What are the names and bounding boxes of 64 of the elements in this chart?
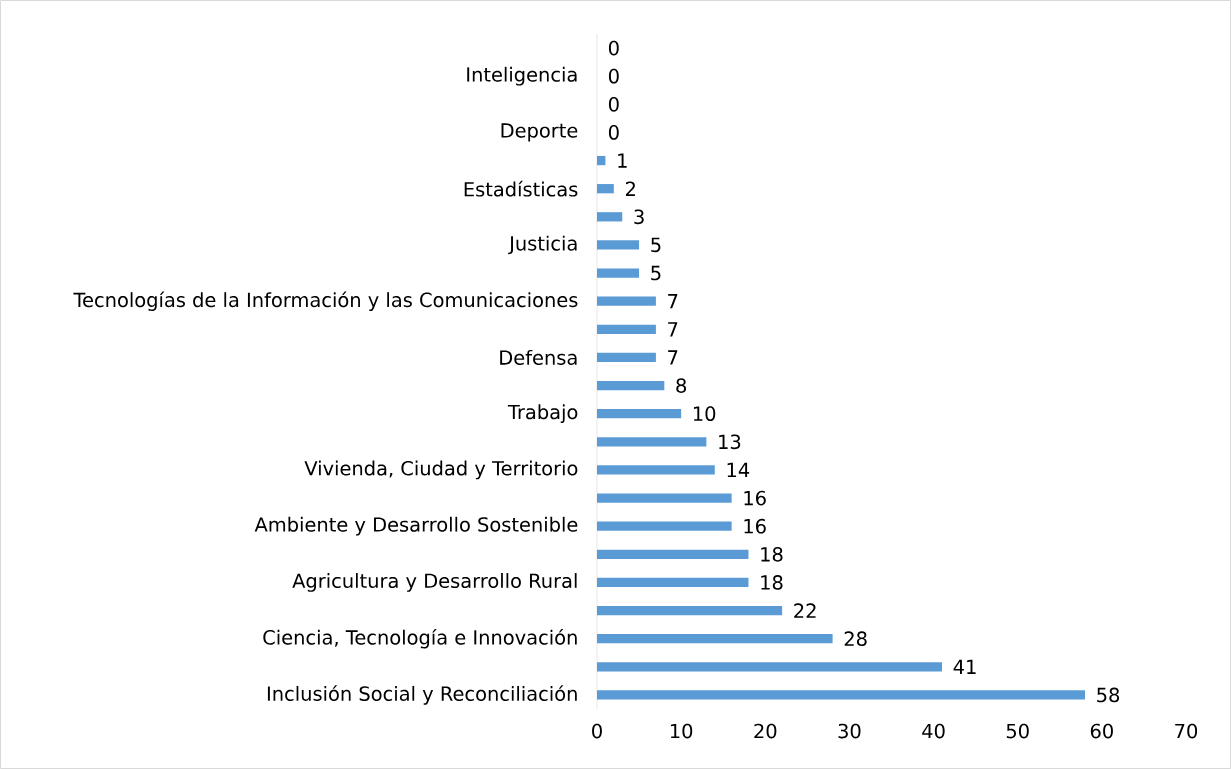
bar bbox=[597, 155, 606, 166]
bar bbox=[597, 212, 623, 222]
data-label: 28 bbox=[844, 631, 867, 647]
data-label: 14 bbox=[727, 462, 750, 478]
bar bbox=[597, 437, 707, 447]
y-tick-label: Estadísticas bbox=[464, 180, 578, 197]
bar bbox=[597, 549, 749, 559]
data-label: 1 bbox=[618, 153, 627, 168]
bar bbox=[597, 690, 1086, 700]
x-tick-label: 70 bbox=[1175, 723, 1198, 739]
data-label: 0 bbox=[608, 125, 619, 140]
bar bbox=[597, 662, 942, 672]
y-tick-label: Justicia bbox=[508, 235, 577, 255]
bar bbox=[597, 380, 665, 391]
data-label: 7 bbox=[668, 322, 678, 337]
y-tick-label: Defensa bbox=[500, 349, 577, 365]
bar bbox=[597, 324, 656, 334]
data-label: 18 bbox=[761, 546, 783, 562]
data-label: 22 bbox=[794, 603, 816, 618]
y-tick-label: Trabajo bbox=[507, 404, 578, 424]
x-tick-label: 10 bbox=[670, 723, 693, 739]
bar bbox=[597, 521, 732, 531]
bar bbox=[597, 577, 749, 588]
y-tick-label: Agricultura y Desarrollo Rural bbox=[292, 573, 577, 592]
data-label: 13 bbox=[719, 434, 741, 450]
data-label: 18 bbox=[761, 575, 783, 590]
data-label: 2 bbox=[625, 181, 635, 196]
y-tick-label: Tecnologías de la Información y las Comunicaciones bbox=[73, 291, 578, 311]
data-label: 7 bbox=[668, 294, 678, 309]
bar bbox=[597, 296, 656, 306]
x-tick-label: 0 bbox=[592, 723, 602, 739]
y-tick-label: Inteligencia bbox=[467, 66, 577, 86]
bar bbox=[597, 605, 783, 616]
bar bbox=[597, 409, 682, 419]
bar bbox=[597, 240, 640, 250]
data-label: 5 bbox=[651, 265, 661, 281]
x-tick-label: 50 bbox=[1006, 723, 1029, 739]
y-tick-label: Inclusión Social y Reconciliación bbox=[267, 685, 577, 705]
data-label: 16 bbox=[744, 518, 766, 534]
data-label: 0 bbox=[608, 96, 619, 112]
x-tick-label: 30 bbox=[838, 723, 861, 739]
data-label: 8 bbox=[676, 378, 687, 393]
x-tick-label: 40 bbox=[922, 723, 945, 739]
data-label: 3 bbox=[634, 209, 644, 225]
data-label: 58 bbox=[1097, 687, 1120, 703]
bar bbox=[597, 184, 614, 194]
bar bbox=[597, 465, 715, 475]
x-tick-label: 60 bbox=[1090, 723, 1113, 739]
data-label: 5 bbox=[651, 237, 661, 253]
data-label: 7 bbox=[668, 350, 678, 365]
y-tick-label: Deporte bbox=[501, 123, 578, 142]
x-tick-label: 20 bbox=[754, 723, 777, 739]
y-tick-label: Vivienda, Ciudad y Territorio bbox=[304, 460, 578, 480]
bar bbox=[597, 268, 640, 278]
data-label: 10 bbox=[693, 406, 716, 422]
bar bbox=[597, 493, 732, 503]
bar bbox=[597, 634, 833, 644]
bar bbox=[597, 352, 656, 363]
y-tick-label: Ciencia, Tecnología e Innovación bbox=[263, 628, 577, 649]
data-label: 41 bbox=[953, 659, 976, 674]
data-label: 0 bbox=[608, 40, 619, 56]
data-label: 0 bbox=[608, 68, 619, 84]
data-label: 16 bbox=[744, 490, 766, 506]
y-tick-label: Ambiente y Desarrollo Sostenible bbox=[254, 516, 578, 536]
